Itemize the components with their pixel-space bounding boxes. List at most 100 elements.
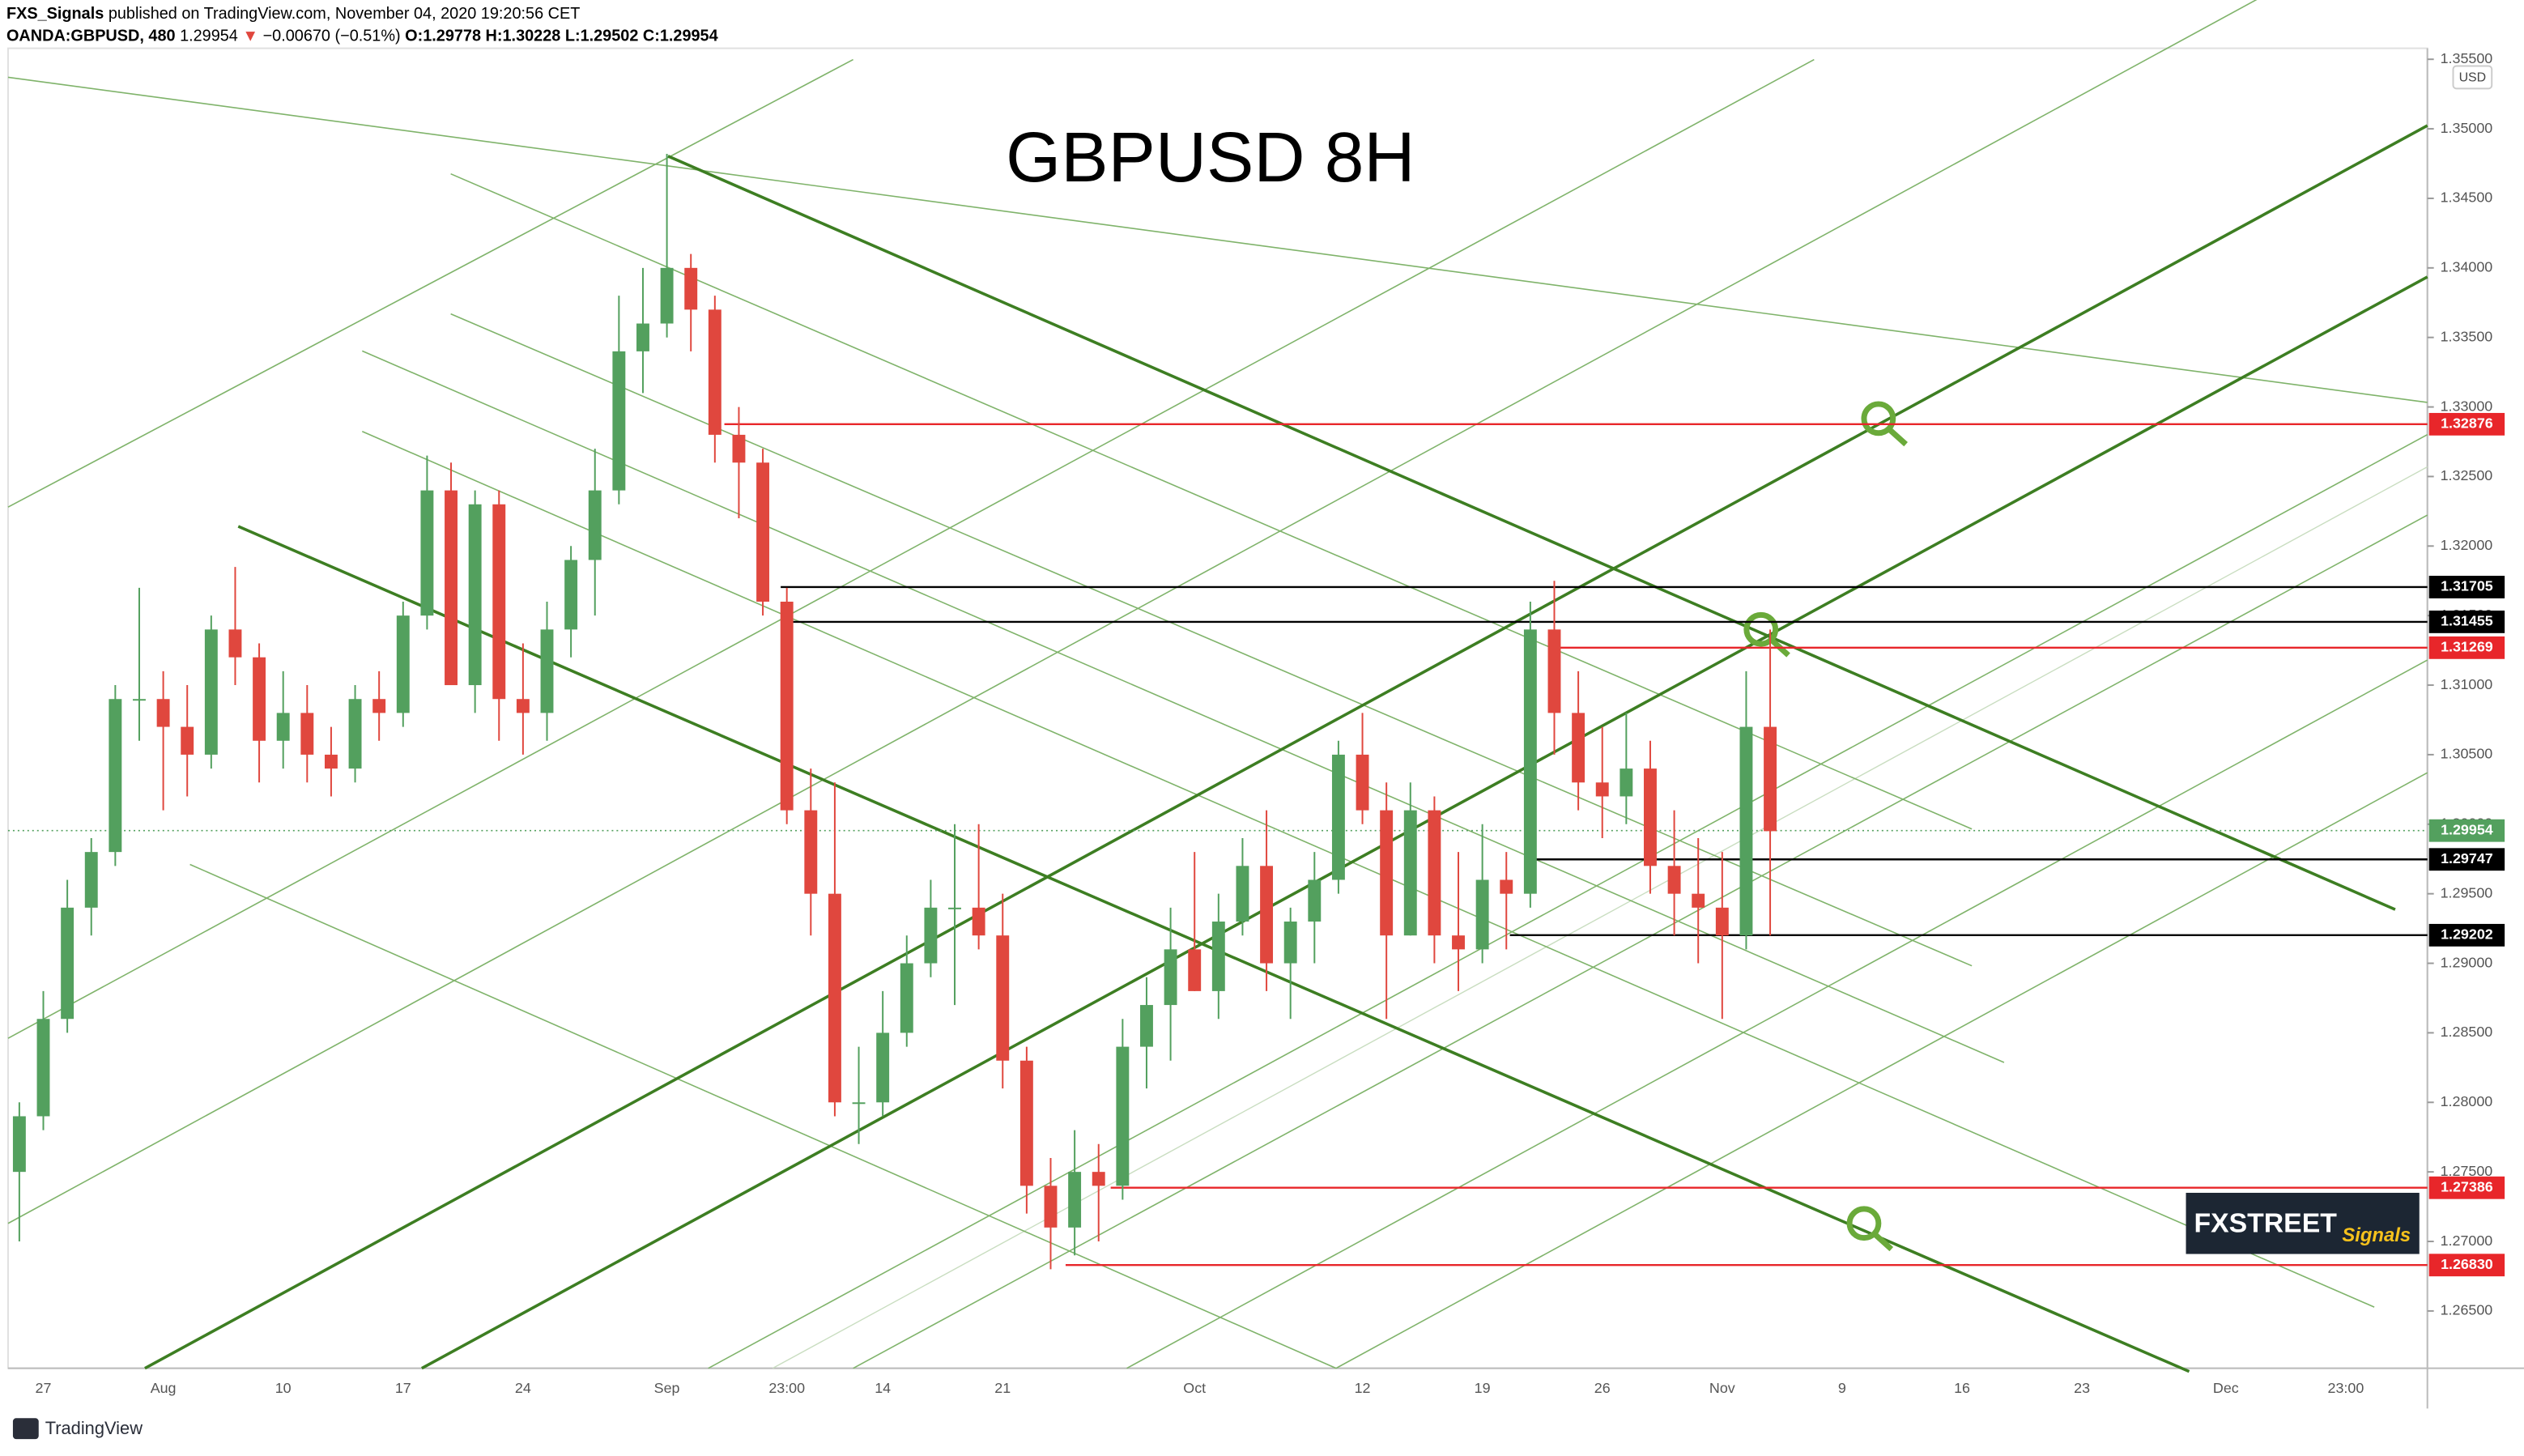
candle-body: [972, 907, 985, 936]
candle-body: [876, 1032, 890, 1103]
candle-body: [133, 699, 146, 701]
level-label: 1.29747: [2441, 850, 2493, 866]
trend-line: [708, 434, 2428, 1369]
candle-body: [253, 657, 266, 741]
x-tick-label: 27: [36, 1380, 52, 1396]
trend-line: [7, 58, 1815, 1039]
candle-body: [588, 490, 602, 560]
candle-body: [36, 1019, 50, 1117]
candle-body: [181, 726, 194, 755]
trend-line: [853, 514, 2428, 1369]
x-tick-label: Sep: [654, 1380, 680, 1396]
level-badge: [2428, 819, 2505, 842]
level-badge: [2428, 412, 2505, 436]
publisher-text: published on TradingView.com, November 0…: [109, 5, 581, 23]
candle-body: [1523, 629, 1537, 894]
low: L:1.29502: [565, 28, 639, 45]
x-tick-label: 9: [1838, 1380, 1846, 1396]
y-tick-label: 1.28500: [2441, 1024, 2493, 1040]
x-tick-label: 12: [1355, 1380, 1371, 1396]
candle-body: [684, 267, 698, 310]
candle-body: [12, 1116, 26, 1173]
candle-body: [204, 629, 218, 755]
x-tick-label: 23:00: [768, 1380, 805, 1396]
trend-line: [1335, 772, 2428, 1369]
y-tick-label: 1.26500: [2441, 1302, 2493, 1318]
candle-body: [780, 602, 794, 811]
level-badge: [2428, 848, 2505, 871]
candle-body: [1116, 1046, 1130, 1186]
y-tick-label: 1.35000: [2441, 120, 2493, 136]
y-tick-label: 1.34000: [2441, 259, 2493, 275]
candle-body: [1595, 782, 1609, 797]
y-tick-label: 1.31000: [2441, 676, 2493, 692]
high: H:1.30228: [486, 28, 561, 45]
candle-body: [1140, 1005, 1153, 1047]
candle-body: [372, 699, 386, 713]
candle-body: [1452, 935, 1465, 950]
candle-body: [84, 852, 98, 908]
level-label: 1.29954: [2441, 821, 2493, 837]
open: O:1.29778: [405, 28, 481, 45]
logo-tag: Signals: [2342, 1224, 2411, 1246]
footer-brand: TradingView: [45, 1418, 143, 1438]
logo-name: FXSTREET: [2194, 1208, 2337, 1239]
fxstreet-logo: FXSTREET Signals: [2186, 1192, 2420, 1254]
x-tick-label: Oct: [1183, 1380, 1206, 1396]
candle-body: [61, 907, 74, 1020]
change: −0.00670 (−0.51%): [263, 28, 401, 45]
candle-body: [732, 434, 746, 463]
candle-body: [348, 699, 362, 769]
candle-body: [708, 309, 721, 435]
candle-body: [1356, 754, 1369, 811]
candle-body: [996, 935, 1010, 1061]
y-tick-label: 1.35500: [2441, 50, 2493, 66]
candle-body: [468, 504, 482, 686]
candle-body: [1644, 768, 1657, 866]
candle-body: [516, 699, 530, 713]
y-tick-label: 1.33500: [2441, 328, 2493, 344]
close: C:1.29954: [643, 28, 718, 45]
candle-body: [492, 504, 506, 700]
candle-body: [1019, 1060, 1033, 1186]
x-tick-label: 17: [395, 1380, 411, 1396]
candle-body: [1692, 893, 1705, 908]
trend-line: [1126, 659, 2428, 1369]
x-tick-label: Nov: [1709, 1380, 1735, 1396]
trend-line: [450, 313, 1973, 967]
x-tick-label: 23: [2074, 1380, 2090, 1396]
candle-body: [1764, 726, 1777, 832]
y-tick-label: 1.33000: [2441, 398, 2493, 414]
candle-body: [276, 713, 290, 741]
candle-body: [1211, 922, 1225, 991]
candle-body: [900, 963, 913, 1033]
trend-line: [361, 350, 2005, 1063]
candle-body: [1331, 754, 1345, 880]
candle-body: [445, 490, 458, 686]
symbol: OANDA:GBPUSD, 480: [6, 28, 176, 45]
channel-line: [420, 275, 2428, 1370]
trend-line: [7, 58, 853, 508]
symbol-line: OANDA:GBPUSD, 480 1.29954 ▼ −0.00670 (−0…: [6, 28, 718, 45]
candle-body: [804, 810, 818, 894]
publisher-line: FXS_Signals published on TradingView.com…: [6, 5, 580, 23]
candle-body: [1283, 922, 1297, 964]
y-tick-label: 1.34500: [2441, 189, 2493, 206]
y-tick-label: 1.29000: [2441, 954, 2493, 970]
y-tick-label: 1.27500: [2441, 1163, 2493, 1179]
candle-body: [1547, 629, 1561, 713]
candle-body: [1572, 713, 1585, 783]
x-tick-label: Dec: [2213, 1380, 2239, 1396]
magnifier-icon: [1861, 401, 1908, 447]
candle-body: [1403, 810, 1417, 936]
magnifier-icon: [1846, 1206, 1894, 1252]
trend-line: [7, 0, 2258, 1224]
y-tick-label: 1.30500: [2441, 746, 2493, 762]
candle-body: [1667, 866, 1681, 894]
currency: USD: [2459, 71, 2487, 85]
level-badge: [2428, 636, 2505, 659]
level-label: 1.26830: [2441, 1256, 2493, 1272]
candle-body: [756, 462, 770, 602]
candle-body: [228, 629, 242, 658]
